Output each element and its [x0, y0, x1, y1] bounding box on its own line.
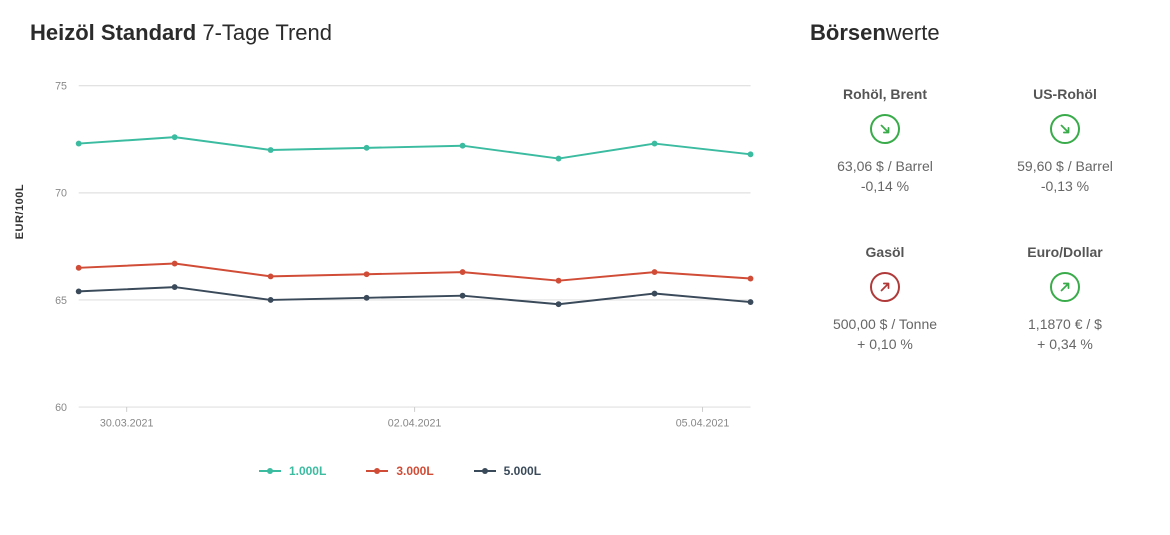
chart-data-point	[460, 269, 466, 275]
chart-title-light: 7-Tage Trend	[196, 20, 332, 45]
legend-label: 3.000L	[396, 464, 433, 478]
chart-series-line	[79, 287, 751, 304]
stock-value: 1,1870 € / $	[990, 316, 1140, 332]
chart-data-point	[748, 276, 754, 282]
chart-data-point	[556, 156, 562, 162]
legend-label: 5.000L	[504, 464, 541, 478]
trend-up-icon	[870, 272, 900, 302]
chart-data-point	[652, 269, 658, 275]
chart-legend: 1.000L 3.000L 5.000L	[30, 464, 770, 478]
chart-data-point	[172, 261, 178, 267]
trend-down-icon	[870, 114, 900, 144]
chart-data-point	[268, 297, 274, 303]
chart-title: Heizöl Standard 7-Tage Trend	[30, 20, 770, 46]
y-axis-label: EUR/100L	[14, 184, 26, 239]
chart-series-line	[79, 137, 751, 158]
legend-swatch	[366, 466, 388, 476]
y-tick-label: 70	[55, 188, 67, 200]
stock-grid: Rohöl, Brent 63,06 $ / Barrel -0,14 % US-Ro…	[810, 86, 1140, 352]
stock-name: US-Rohöl	[990, 86, 1140, 102]
legend-item: 3.000L	[366, 464, 433, 478]
chart-data-point	[76, 265, 82, 271]
chart-data-point	[76, 141, 82, 147]
chart-data-point	[460, 143, 466, 149]
chart-data-point	[556, 278, 562, 284]
stock-name: Euro/Dollar	[990, 244, 1140, 260]
legend-swatch	[474, 466, 496, 476]
stock-name: Gasöl	[810, 244, 960, 260]
x-tick-label: 02.04.2021	[388, 418, 442, 430]
legend-item: 1.000L	[259, 464, 326, 478]
x-tick-label: 30.03.2021	[100, 418, 154, 430]
y-tick-label: 65	[55, 295, 67, 307]
chart-data-point	[748, 299, 754, 305]
chart-title-bold: Heizöl Standard	[30, 20, 196, 45]
legend-label: 1.000L	[289, 464, 326, 478]
stock-item: Rohöl, Brent 63,06 $ / Barrel -0,14 %	[810, 86, 960, 194]
chart-data-point	[268, 273, 274, 279]
sidebar-title: Börsenwerte	[810, 20, 1140, 46]
chart-data-point	[364, 295, 370, 301]
chart-data-point	[364, 271, 370, 277]
trend-up-icon	[1050, 272, 1080, 302]
stock-change: -0,14 %	[810, 178, 960, 194]
stock-change: + 0,10 %	[810, 336, 960, 352]
chart-data-point	[652, 141, 658, 147]
chart-data-point	[76, 288, 82, 294]
chart-data-point	[364, 145, 370, 151]
stock-value: 59,60 $ / Barrel	[990, 158, 1140, 174]
chart-data-point	[460, 293, 466, 299]
sidebar-title-light: werte	[886, 20, 940, 45]
sidebar-title-bold: Börsen	[810, 20, 886, 45]
trend-line-chart: 60 65 70 75 30.03.2021 02.04.2021 05.04.2021	[30, 76, 770, 446]
stock-item: Euro/Dollar 1,1870 € / $ + 0,34 %	[990, 244, 1140, 352]
stock-name: Rohöl, Brent	[810, 86, 960, 102]
chart-data-point	[172, 284, 178, 290]
y-tick-label: 75	[55, 81, 67, 93]
legend-swatch	[259, 466, 281, 476]
stock-change: + 0,34 %	[990, 336, 1140, 352]
x-tick-label: 05.04.2021	[676, 418, 730, 430]
legend-item: 5.000L	[474, 464, 541, 478]
stock-item: Gasöl 500,00 $ / Tonne + 0,10 %	[810, 244, 960, 352]
chart-data-point	[556, 301, 562, 307]
chart-data-point	[748, 151, 754, 157]
y-tick-label: 60	[55, 402, 67, 414]
stock-value: 500,00 $ / Tonne	[810, 316, 960, 332]
chart-data-point	[268, 147, 274, 153]
chart-data-point	[652, 291, 658, 297]
stock-item: US-Rohöl 59,60 $ / Barrel -0,13 %	[990, 86, 1140, 194]
chart-series-line	[79, 264, 751, 281]
stock-value: 63,06 $ / Barrel	[810, 158, 960, 174]
stock-change: -0,13 %	[990, 178, 1140, 194]
trend-down-icon	[1050, 114, 1080, 144]
chart-data-point	[172, 134, 178, 140]
